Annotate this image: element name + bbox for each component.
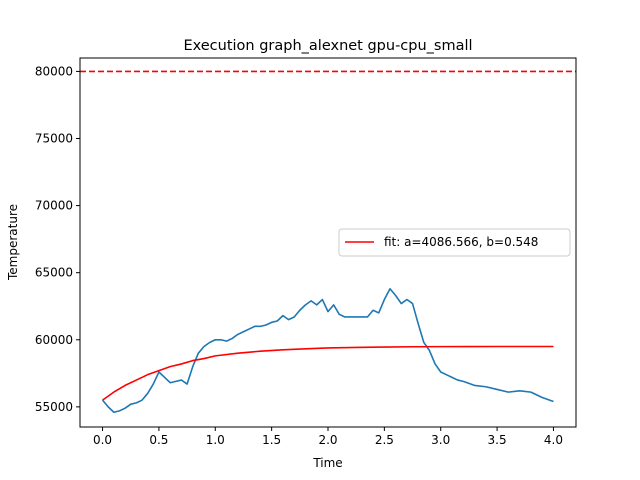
x-tick-label: 3.5 [488, 433, 507, 447]
y-tick-label: 75000 [35, 132, 73, 146]
x-tick-label: 2.5 [375, 433, 394, 447]
legend: fit: a=4086.566, b=0.548 [338, 228, 571, 257]
temperature-series-line [101, 287, 554, 414]
y-tick-label: 65000 [35, 266, 73, 280]
chart-title: Execution graph_alexnet gpu-cpu_small [183, 38, 472, 54]
x-tick-label: 0.5 [149, 433, 168, 447]
x-tick-label: 0.0 [93, 433, 112, 447]
legend-fit-label: fit: a=4086.566, b=0.548 [384, 235, 538, 249]
x-axis: 0.0 0.5 1.0 1.5 2.0 2.5 3.0 3.5 4.0 [93, 427, 563, 447]
y-axis: 55000 60000 65000 70000 75000 80000 [35, 64, 80, 414]
legend-box [338, 228, 571, 257]
y-axis-label: Temperature [6, 204, 20, 281]
y-tick-label: 70000 [35, 199, 73, 213]
x-tick-label: 1.5 [262, 433, 281, 447]
y-tick-label: 55000 [35, 400, 73, 414]
x-tick-label: 3.0 [431, 433, 450, 447]
x-axis-label: Time [312, 456, 342, 470]
plot-area [80, 70, 576, 414]
y-tick-label: 80000 [35, 64, 73, 78]
x-tick-label: 4.0 [544, 433, 563, 447]
fit-series-line [102, 345, 554, 401]
x-tick-label: 1.0 [206, 433, 225, 447]
x-tick-label: 2.0 [318, 433, 337, 447]
y-tick-label: 60000 [35, 333, 73, 347]
